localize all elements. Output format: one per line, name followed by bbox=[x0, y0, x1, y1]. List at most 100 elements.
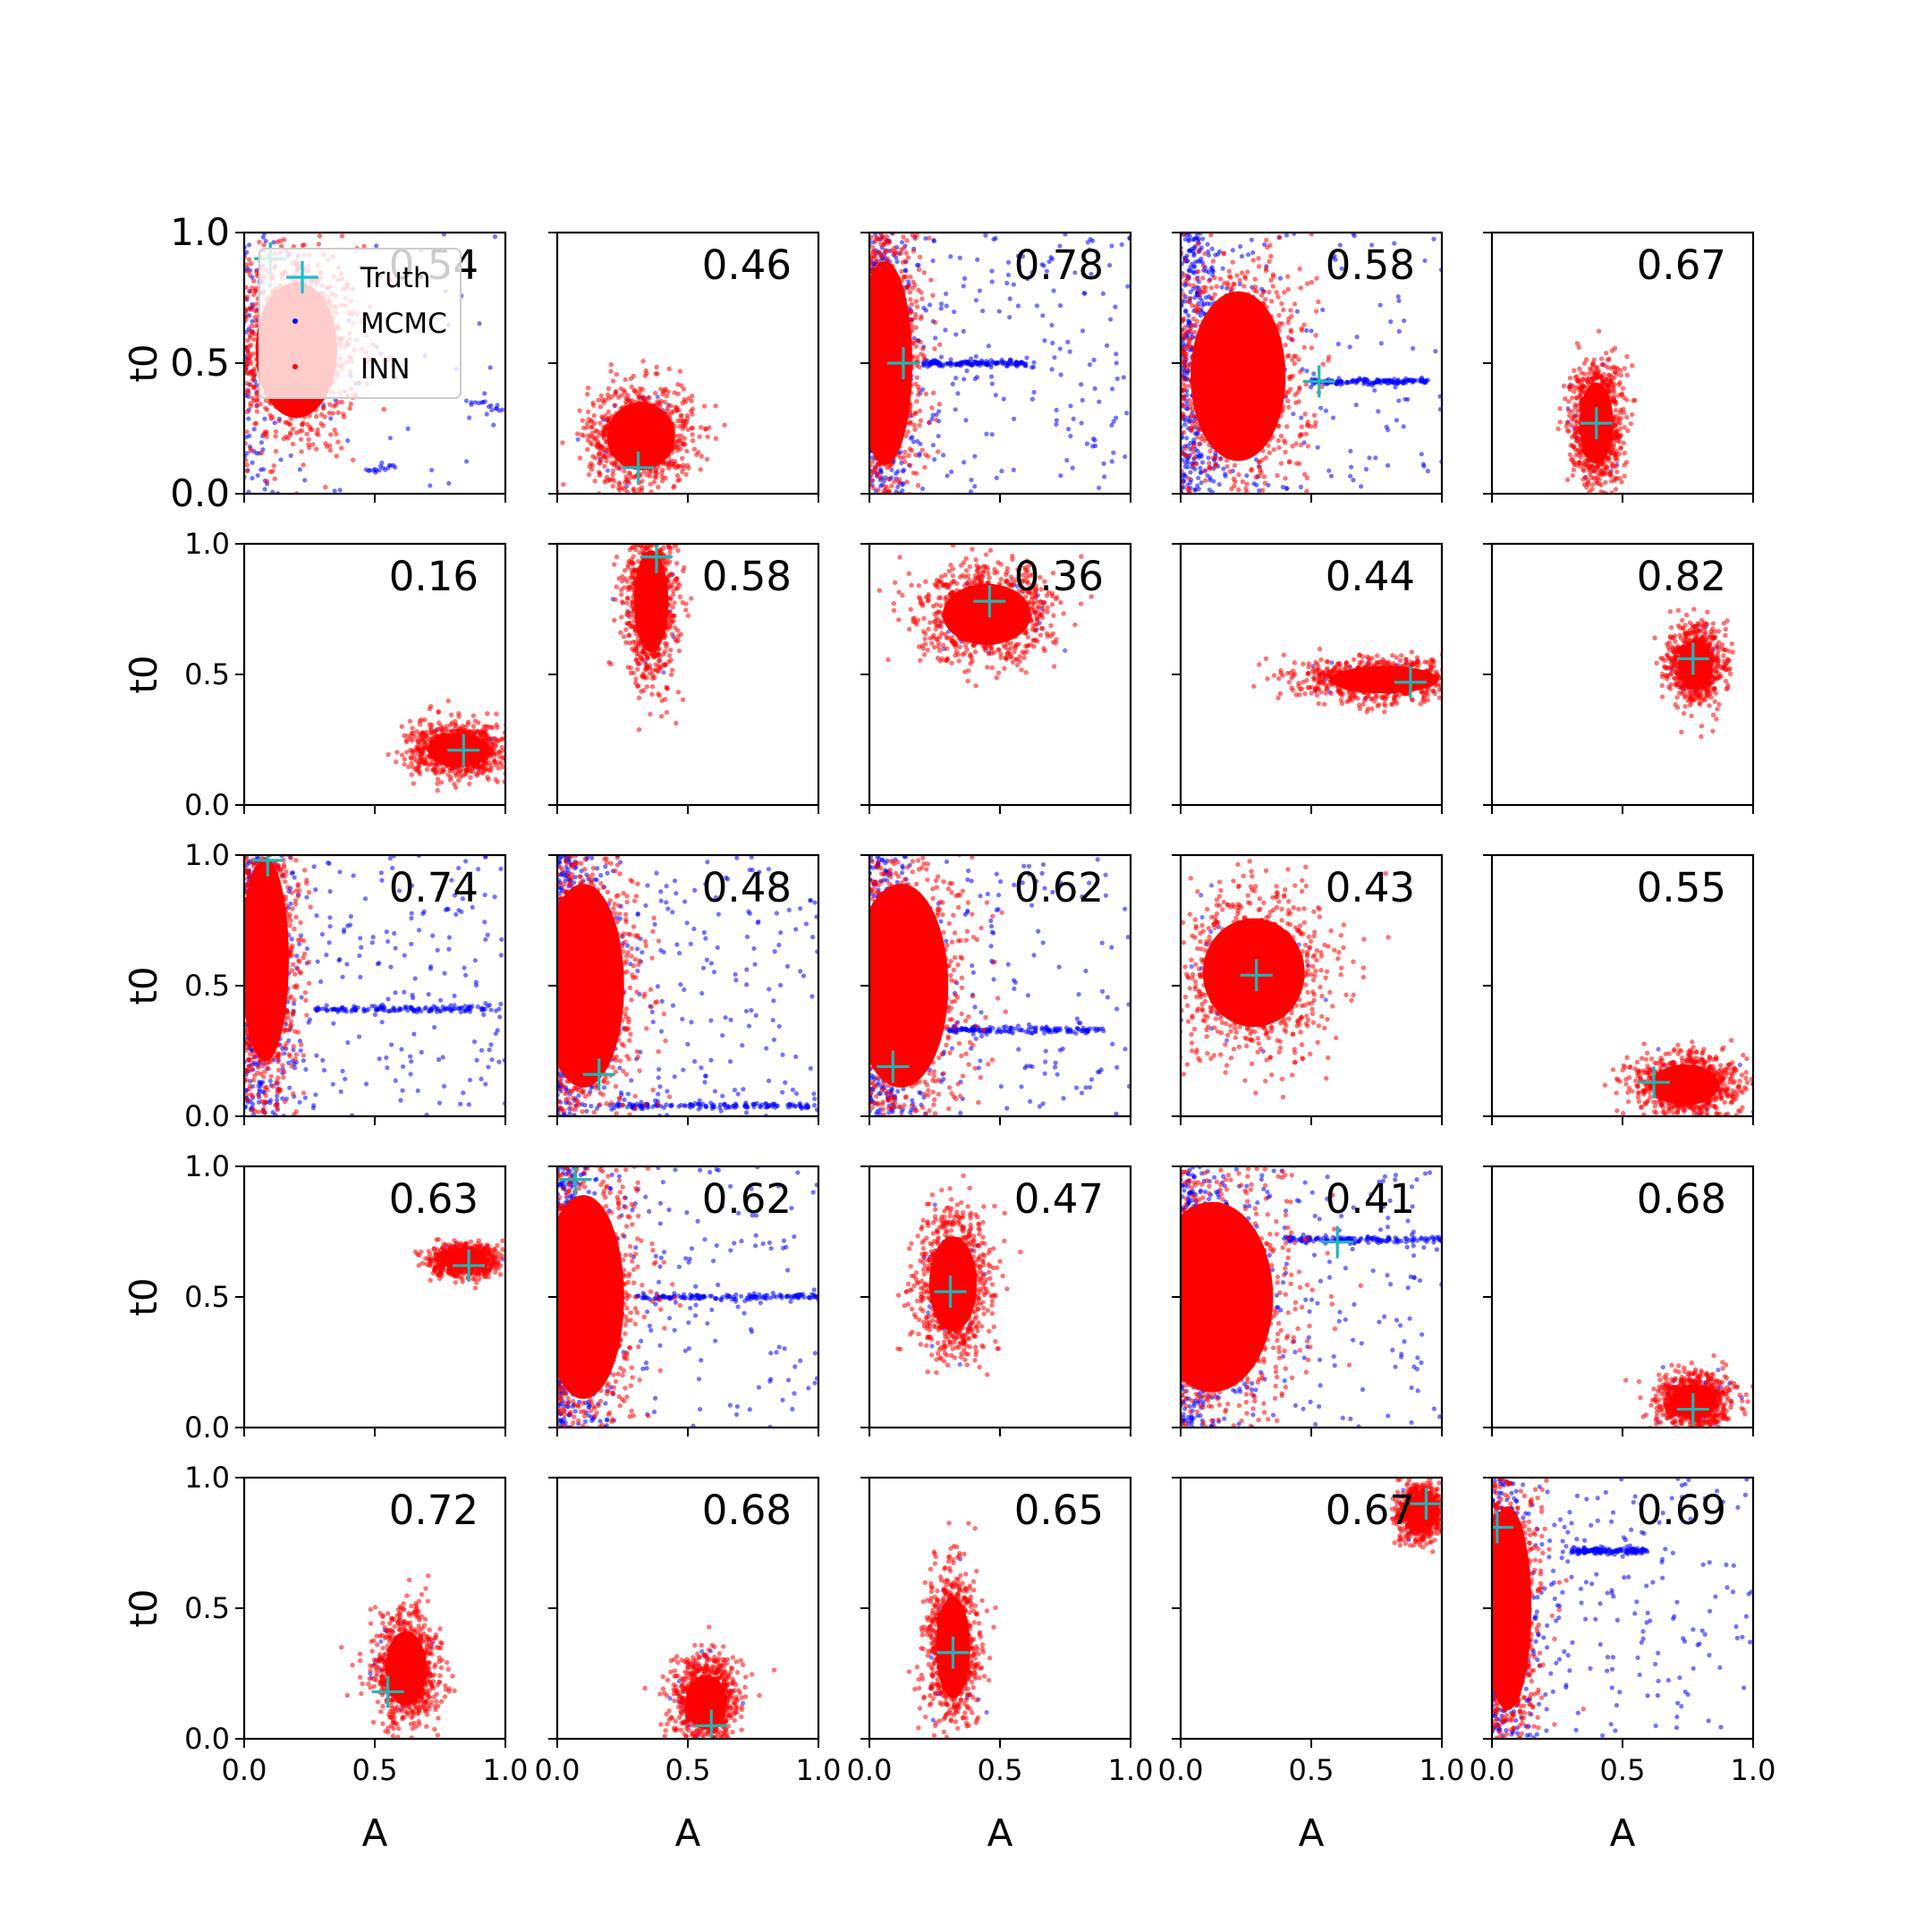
inn-point bbox=[246, 356, 251, 362]
mcmc-point bbox=[1021, 360, 1026, 366]
mcmc-point bbox=[1208, 301, 1213, 307]
correlation-label: 0.78 bbox=[1014, 242, 1104, 289]
inn-point bbox=[1276, 234, 1283, 241]
inn-point bbox=[257, 239, 262, 245]
mcmc-point bbox=[952, 309, 957, 315]
inn-point bbox=[917, 422, 922, 428]
mcmc-point bbox=[1196, 475, 1201, 481]
inn-point bbox=[252, 371, 258, 377]
inn-point bbox=[245, 268, 250, 274]
mcmc-point bbox=[479, 400, 485, 405]
inn-point bbox=[1181, 371, 1185, 377]
inn-point bbox=[880, 209, 885, 214]
inn-point bbox=[608, 361, 614, 368]
inn-point bbox=[904, 479, 910, 485]
inn-point bbox=[900, 198, 904, 202]
mcmc-point bbox=[1091, 357, 1097, 362]
inn-point bbox=[261, 242, 267, 248]
inn-point bbox=[1281, 307, 1286, 313]
inn-point bbox=[276, 419, 282, 424]
inn-point bbox=[577, 455, 583, 461]
inn-point bbox=[607, 502, 612, 506]
inn-point bbox=[660, 392, 665, 397]
inn-point bbox=[1261, 289, 1267, 294]
inn-point bbox=[642, 373, 648, 378]
inn-point bbox=[908, 274, 913, 280]
mcmc-point bbox=[1095, 253, 1100, 258]
inn-point bbox=[898, 218, 902, 223]
inn-point bbox=[251, 336, 257, 343]
inn-point bbox=[1305, 501, 1309, 505]
inn-point bbox=[908, 297, 913, 302]
inn-point bbox=[1257, 464, 1263, 470]
inn-point bbox=[244, 360, 250, 367]
mcmc-point bbox=[1087, 247, 1092, 252]
inn-point bbox=[618, 498, 623, 503]
mcmc-point bbox=[934, 412, 939, 418]
mcmc-point bbox=[968, 489, 974, 494]
inn-point bbox=[244, 262, 250, 267]
mcmc-point bbox=[977, 288, 983, 293]
inn-point bbox=[1283, 476, 1288, 481]
inn-point bbox=[877, 580, 882, 585]
inn-point bbox=[911, 249, 917, 254]
mcmc-point bbox=[948, 469, 954, 475]
inn-point bbox=[914, 304, 920, 309]
inn-point bbox=[595, 439, 601, 445]
inn-point bbox=[245, 337, 250, 343]
inn-point bbox=[881, 203, 886, 208]
inn-point bbox=[596, 397, 601, 402]
mcmc-point bbox=[953, 375, 959, 381]
inn-point bbox=[1239, 270, 1245, 275]
inn-point bbox=[923, 391, 929, 397]
mcmc-point bbox=[895, 469, 901, 474]
inn-point bbox=[889, 160, 894, 165]
inn-point bbox=[937, 524, 942, 529]
inn-point bbox=[1197, 292, 1202, 298]
inn-point bbox=[245, 370, 250, 377]
inn-point bbox=[597, 404, 604, 410]
inn-point bbox=[1203, 284, 1208, 291]
mcmc-point bbox=[1182, 422, 1188, 428]
inn-point bbox=[904, 285, 911, 291]
mcmc-point bbox=[986, 360, 991, 366]
inn-point bbox=[606, 395, 612, 401]
inn-point bbox=[913, 325, 919, 330]
mcmc-point bbox=[973, 298, 979, 303]
inn-point bbox=[1236, 487, 1241, 493]
mcmc-point bbox=[1363, 467, 1369, 472]
mcmc-point bbox=[984, 431, 989, 436]
inn-point bbox=[250, 395, 256, 401]
mcmc-point bbox=[1216, 249, 1223, 254]
inn-point bbox=[305, 421, 310, 428]
mcmc-point bbox=[1332, 253, 1337, 258]
mcmc-point bbox=[1057, 303, 1063, 309]
mcmc-point bbox=[1354, 377, 1360, 383]
inn-point bbox=[1304, 281, 1310, 286]
mcmc-point bbox=[246, 489, 251, 494]
inn-point bbox=[1301, 322, 1307, 327]
inn-point bbox=[878, 210, 883, 215]
mcmc-point bbox=[950, 381, 955, 386]
panel-1-2: 0.46 bbox=[548, 231, 820, 506]
inn-point bbox=[1183, 453, 1189, 459]
inn-point bbox=[915, 392, 921, 397]
inn-point bbox=[912, 411, 919, 416]
mcmc-point bbox=[1050, 340, 1055, 346]
inn-point bbox=[679, 469, 685, 475]
mcmc-point bbox=[943, 327, 948, 333]
mcmc-point bbox=[996, 309, 1002, 314]
inn-point bbox=[1285, 286, 1291, 292]
inn-point bbox=[341, 411, 346, 417]
inn-point bbox=[1244, 504, 1249, 508]
inn-point bbox=[1187, 494, 1191, 498]
mcmc-point bbox=[1184, 402, 1190, 407]
inn-point bbox=[347, 405, 352, 411]
inn-point bbox=[902, 459, 908, 465]
mcmc-point bbox=[1238, 243, 1243, 250]
inn-point bbox=[1250, 538, 1254, 543]
inn-point bbox=[606, 409, 611, 415]
mcmc-point bbox=[1200, 302, 1206, 308]
mcmc-point bbox=[1109, 386, 1115, 392]
